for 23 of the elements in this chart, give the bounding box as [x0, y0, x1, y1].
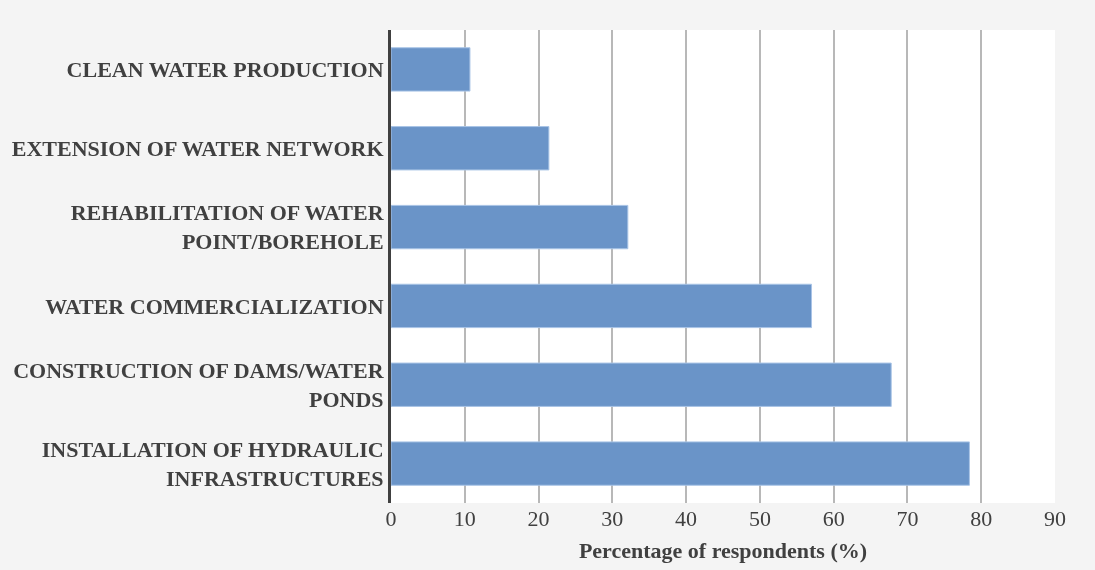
x-tick-label: 70: [896, 506, 919, 531]
y-tick-label: EXTENSION OF WATER NETWORK: [11, 135, 384, 161]
bar: [391, 126, 550, 171]
x-tick-label: 0: [385, 506, 397, 531]
x-tick-label: 30: [601, 506, 624, 531]
x-tick-label: 50: [748, 506, 771, 531]
y-tick-label: CLEAN WATER PRODUCTION: [66, 57, 384, 83]
bar: [391, 362, 892, 407]
x-tick-label: 90: [1044, 506, 1066, 531]
x-tick-label: 10: [453, 506, 476, 531]
x-axis-title: Percentage of respondents (%): [578, 537, 868, 563]
x-tick-label: 40: [675, 506, 698, 531]
bar: [391, 204, 629, 250]
bar: [391, 441, 970, 486]
y-tick-label: WATER COMMERCIALIZATION: [45, 293, 384, 319]
bar: [391, 47, 471, 92]
x-tick-label: 60: [822, 506, 845, 531]
x-tick-label: 80: [970, 506, 993, 531]
y-tick-label: REHABILITATION OF WATER POINT/BOREHOLE: [70, 200, 385, 255]
bar: [391, 283, 813, 329]
y-tick-label: CONSTRUCTION OF DAMS/WATER PONDS: [13, 358, 385, 412]
y-tick-label: INSTALLATION OF HYDRAULIC INFRASTRUCTURES: [41, 436, 384, 491]
x-tick-label: 20: [527, 506, 550, 531]
